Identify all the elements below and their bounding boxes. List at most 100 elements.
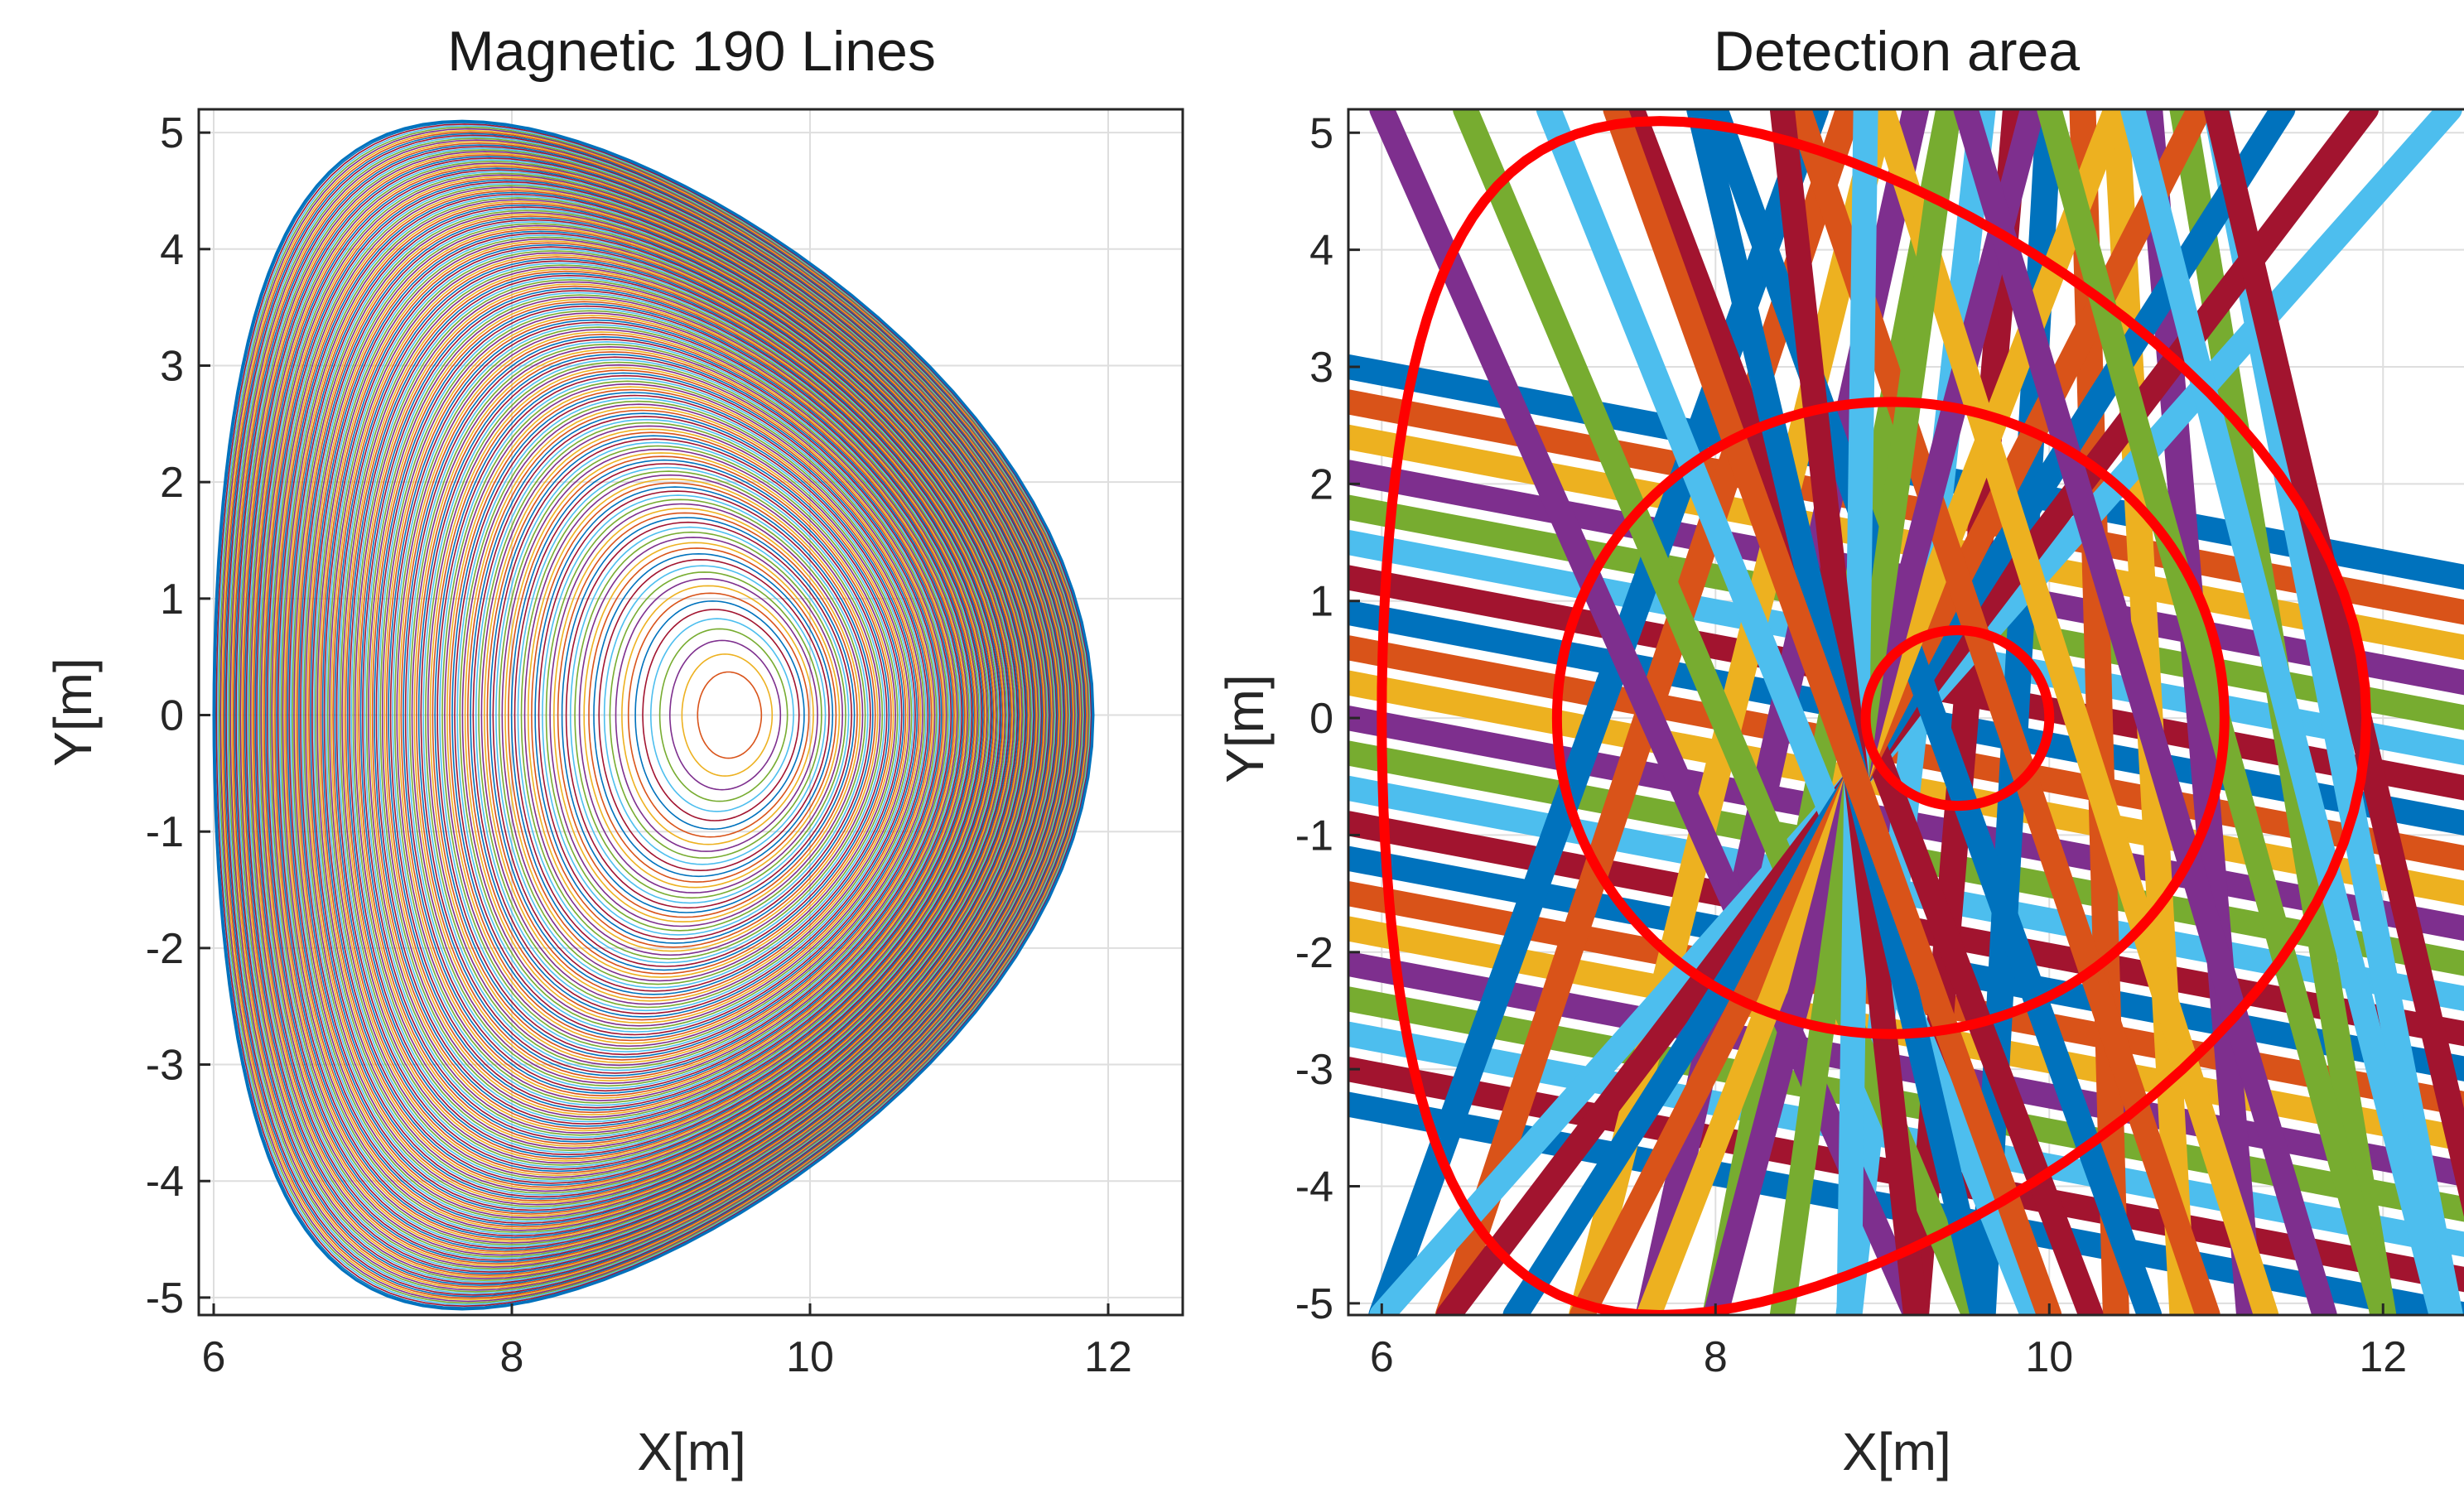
flux-surface-line — [212, 119, 1095, 1311]
flux-surface-line — [320, 242, 1021, 1188]
flux-surface-line — [379, 310, 980, 1120]
right-y-tick-label: -2 — [1295, 929, 1333, 977]
flux-surface-line — [520, 470, 884, 960]
right-y-axis-label: Y[m] — [1215, 674, 1275, 783]
flux-surface-line — [523, 474, 881, 956]
flux-surface-line — [385, 316, 976, 1114]
flux-surface-line — [451, 392, 931, 1038]
flux-surface-line — [492, 438, 903, 992]
flux-surface-line — [420, 356, 952, 1074]
flux-surface-line — [642, 609, 800, 821]
flux-surface-line — [411, 345, 958, 1085]
right-y-tick-label: 2 — [1309, 460, 1333, 508]
flux-surface-line — [343, 268, 1005, 1162]
flux-surface-line — [300, 219, 1034, 1212]
flux-surface-line — [234, 144, 1080, 1286]
flux-surface-line — [287, 204, 1044, 1226]
flux-surface-line — [483, 428, 909, 1002]
flux-surface-line — [489, 435, 904, 995]
flux-surface-line — [248, 161, 1070, 1269]
flux-surface-line — [408, 343, 960, 1087]
left-x-tick-label: 8 — [500, 1333, 524, 1381]
left-y-tick-label: -5 — [146, 1274, 184, 1322]
flux-surface-line — [514, 463, 888, 967]
flux-surface-line — [221, 129, 1088, 1301]
flux-surface-line — [305, 224, 1031, 1206]
flux-surface-line — [325, 248, 1017, 1183]
flux-surface-line — [400, 333, 966, 1097]
outer-boundary-contour — [1377, 116, 2372, 1315]
flux-surface-line — [403, 335, 964, 1095]
left-y-tick-label: 2 — [160, 459, 184, 507]
cross-fan-chord — [1869, 109, 2279, 1315]
flux-surface-line — [495, 441, 901, 989]
flux-surface-line — [313, 234, 1025, 1196]
flux-surface-line — [681, 653, 774, 777]
flux-surface-line — [298, 217, 1036, 1213]
flux-surface-line — [295, 213, 1038, 1217]
flux-surface-line — [615, 578, 818, 852]
flux-surface-line — [425, 361, 949, 1069]
right-y-tick-label: 3 — [1309, 344, 1333, 392]
flux-surface-line — [290, 208, 1042, 1222]
left-axes-frame — [197, 108, 1184, 1317]
flux-surface-line — [475, 418, 914, 1012]
flux-surface-line — [449, 388, 933, 1042]
flux-surface-line — [527, 478, 879, 952]
flux-surface-line — [404, 338, 963, 1092]
flux-surface-line — [574, 531, 846, 899]
flux-surface-line — [486, 431, 907, 999]
flux-surface-line — [534, 486, 874, 944]
left-y-tick-label: -3 — [146, 1042, 184, 1090]
flux-surface-line — [217, 124, 1092, 1306]
flux-surface-line — [456, 397, 928, 1033]
flux-surface-line — [561, 517, 856, 913]
flux-surface-line — [278, 195, 1049, 1236]
flux-surface-line — [441, 380, 938, 1050]
flux-surface-line — [464, 406, 922, 1024]
flux-surface-line — [422, 359, 951, 1072]
flux-surface-line — [507, 455, 892, 975]
flux-surface-line — [549, 503, 864, 927]
flux-surface-line — [241, 152, 1075, 1279]
cross-fan-chord — [2037, 109, 2396, 1315]
flux-surface-line — [393, 326, 970, 1104]
middle-contour — [1551, 397, 2230, 1039]
flux-surface-line — [557, 512, 858, 918]
flux-surface-line — [381, 312, 979, 1118]
flux-surface-line — [228, 137, 1084, 1293]
flux-surface-line — [478, 422, 913, 1009]
right-y-tick-label: -5 — [1295, 1280, 1333, 1328]
right-y-tick-label: 4 — [1309, 227, 1333, 275]
left-x-tick-label: 6 — [202, 1333, 226, 1381]
flux-surface-line — [446, 386, 934, 1044]
flux-surface-line — [232, 142, 1081, 1288]
left-chart-title: Magnetic 190 Lines — [447, 20, 936, 83]
flux-surface-line — [416, 351, 955, 1079]
flux-surface-line — [668, 639, 782, 791]
left-x-axis-label: X[m] — [637, 1422, 746, 1481]
flux-surface-line — [531, 482, 876, 948]
left-y-tick-label: 5 — [160, 109, 184, 157]
flux-surface-line — [306, 226, 1030, 1204]
right-chart-title: Detection area — [1714, 20, 2080, 83]
flux-surface-line — [362, 290, 992, 1140]
left-y-tick-label: 0 — [160, 692, 184, 740]
flux-surface-line — [276, 191, 1051, 1239]
flux-surface-line — [569, 526, 850, 904]
flux-surface-line — [239, 151, 1076, 1279]
flux-surface-line — [545, 499, 866, 932]
cross-fan-chord — [1369, 109, 1929, 1315]
left-plot-area — [212, 119, 1095, 1311]
flux-surface-line — [542, 494, 869, 936]
flux-surface-line — [398, 331, 967, 1099]
flux-surface-line — [432, 369, 944, 1061]
flux-surface-line — [308, 229, 1029, 1202]
flux-surface-line — [392, 324, 972, 1106]
flux-surface-line — [229, 139, 1083, 1291]
flux-surface-line — [335, 260, 1010, 1170]
flux-surface-line — [350, 277, 1000, 1154]
